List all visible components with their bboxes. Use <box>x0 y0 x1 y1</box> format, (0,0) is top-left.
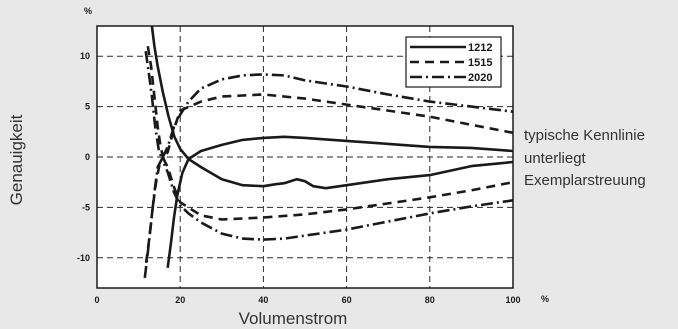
annotation-line-1: typische Kennlinie <box>524 127 645 144</box>
legend-box <box>405 36 502 88</box>
series-line-1212-lower <box>166 157 513 268</box>
series-line-1515-upper <box>146 45 513 161</box>
annotation: typische Kennlinie unterliegt Exemplarst… <box>524 127 646 189</box>
tick-labels: 0 20 40 60 80 100 10 5 0 -5 -10 <box>77 51 521 305</box>
x-tick-label: 60 <box>342 295 352 305</box>
x-unit-label: % <box>541 294 549 304</box>
annotation-line-2: unterliegt <box>524 150 587 167</box>
x-tick-label: 20 <box>175 295 185 305</box>
y-tick-label: -10 <box>77 253 90 263</box>
y-unit-label: % <box>84 6 92 16</box>
x-axis-label: Volumenstrom <box>239 309 348 328</box>
series-layer <box>143 26 513 279</box>
y-axis-label: Genauigkeit <box>7 114 26 205</box>
x-tick-label: 0 <box>94 295 99 305</box>
legend-label-2020: 2020 <box>468 72 492 84</box>
x-tick-label: 80 <box>425 295 435 305</box>
legend-label-1212: 1212 <box>468 42 492 54</box>
series-line-2020-upper <box>144 51 513 161</box>
x-tick-label: 40 <box>258 295 268 305</box>
y-tick-label: 10 <box>80 51 90 61</box>
series-line-2020-lower <box>143 157 513 279</box>
legend: 1212 1515 2020 <box>405 36 502 88</box>
series-line-1212-upper <box>150 26 513 161</box>
y-tick-label: 5 <box>85 102 90 112</box>
annotation-line-3: Exemplarstreuung <box>524 172 646 189</box>
x-tick-label: 100 <box>505 295 520 305</box>
legend-label-1515: 1515 <box>468 57 492 69</box>
y-tick-label: -5 <box>82 202 90 212</box>
y-tick-label: 0 <box>85 152 90 162</box>
plot-frame <box>96 25 514 289</box>
